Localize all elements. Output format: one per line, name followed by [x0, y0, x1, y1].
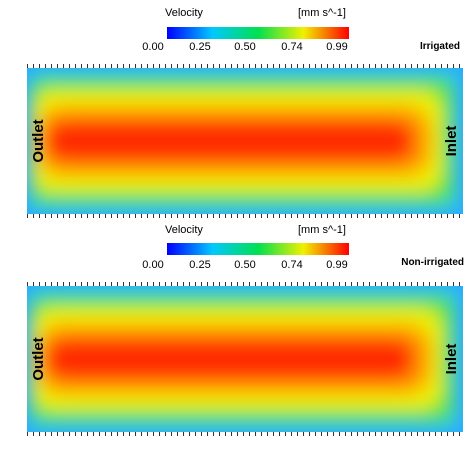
- legend-unit: [mm s^-1]: [298, 7, 346, 19]
- panel-label: Non-irrigated: [401, 257, 464, 268]
- panel-label: Irrigated: [420, 41, 460, 52]
- colorbar: [167, 243, 349, 255]
- colorbar-tick: 0.99: [326, 41, 347, 53]
- colorbar-tick: 0.50: [234, 41, 255, 53]
- colorbar-tick: 0.25: [189, 259, 210, 271]
- legend-title: Velocity: [165, 224, 203, 236]
- outlet-label: Outlet: [30, 337, 47, 380]
- colorbar-tick: 0.99: [326, 259, 347, 271]
- outlet-label: Outlet: [30, 119, 47, 162]
- velocity-field: [27, 68, 463, 214]
- colorbar-tick: 0.25: [189, 41, 210, 53]
- inlet-label: Inlet: [443, 126, 460, 157]
- colorbar-tick: 0.74: [281, 41, 302, 53]
- inlet-label: Inlet: [443, 344, 460, 375]
- colorbar-tick: 0.74: [281, 259, 302, 271]
- legend-unit: [mm s^-1]: [298, 224, 346, 236]
- velocity-field: [27, 286, 463, 432]
- colorbar-tick: 0.00: [142, 41, 163, 53]
- panel: Velocity [mm s^-1] 0.00 0.25 0.50 0.74 0…: [27, 224, 464, 436]
- colorbar: [167, 27, 349, 39]
- colorbar-tick: 0.50: [234, 259, 255, 271]
- legend-title: Velocity: [165, 7, 203, 19]
- colorbar-tick: 0.00: [142, 259, 163, 271]
- panel: Velocity [mm s^-1] 0.00 0.25 0.50 0.74 0…: [27, 7, 463, 218]
